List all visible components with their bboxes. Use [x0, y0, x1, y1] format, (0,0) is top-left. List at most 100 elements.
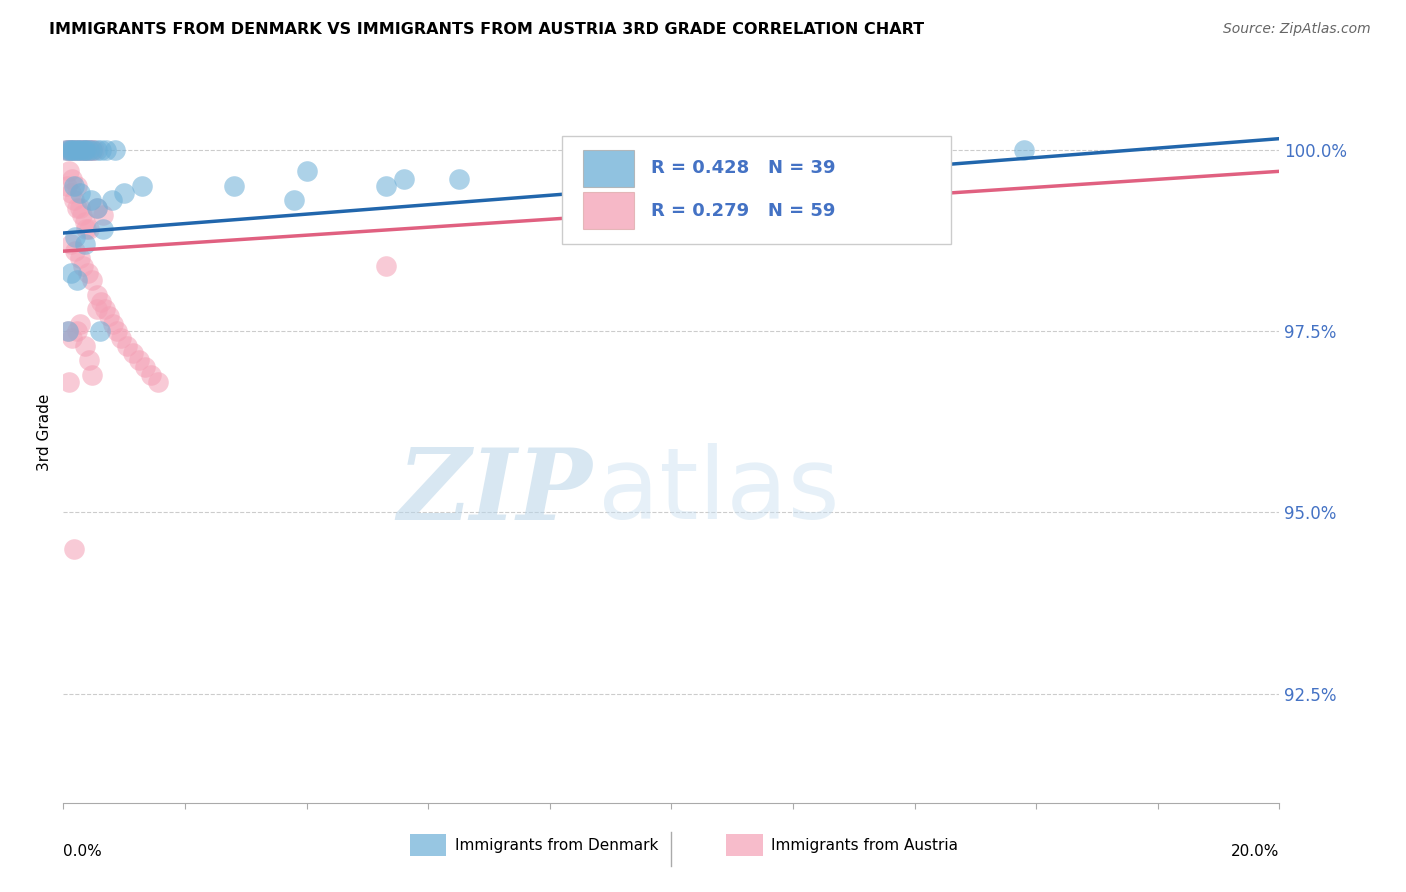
Point — [69, 201, 91, 215]
Point — [141, 368, 163, 382]
FancyBboxPatch shape — [725, 834, 762, 856]
Point — [86, 201, 108, 215]
Point — [70, 143, 93, 157]
Point — [101, 194, 124, 208]
Point — [72, 259, 94, 273]
Point — [58, 375, 80, 389]
Point — [83, 143, 105, 157]
Point — [222, 178, 245, 193]
Point — [75, 143, 97, 157]
Point — [56, 324, 79, 338]
Point — [73, 236, 96, 251]
Point — [58, 143, 80, 157]
Point — [283, 194, 305, 208]
Point — [60, 171, 83, 186]
Point — [70, 208, 93, 222]
Point — [58, 143, 80, 157]
Point — [77, 353, 100, 368]
Point — [77, 143, 100, 157]
Point — [62, 541, 84, 556]
Text: IMMIGRANTS FROM DENMARK VS IMMIGRANTS FROM AUSTRIA 3RD GRADE CORRELATION CHART: IMMIGRANTS FROM DENMARK VS IMMIGRANTS FR… — [49, 22, 924, 37]
Point — [60, 236, 83, 251]
Point — [59, 266, 82, 280]
Point — [131, 178, 153, 193]
Point — [91, 222, 114, 236]
Point — [1012, 143, 1035, 157]
Point — [105, 324, 128, 338]
Point — [79, 143, 101, 157]
FancyBboxPatch shape — [562, 136, 950, 244]
Point — [86, 201, 108, 215]
Point — [80, 273, 103, 287]
Point — [569, 157, 592, 171]
Point — [69, 252, 91, 266]
Point — [101, 317, 124, 331]
Point — [295, 164, 318, 178]
Point — [63, 143, 86, 157]
Point — [66, 143, 89, 157]
Point — [93, 302, 115, 317]
Point — [56, 143, 79, 157]
Point — [75, 143, 97, 157]
Point — [63, 143, 86, 157]
Point — [146, 375, 169, 389]
Point — [69, 143, 91, 157]
Point — [62, 143, 84, 157]
Point — [55, 143, 77, 157]
Text: R = 0.428   N = 39: R = 0.428 N = 39 — [651, 160, 835, 178]
Text: ZIP: ZIP — [398, 443, 592, 540]
Point — [56, 178, 79, 193]
Point — [104, 143, 127, 157]
Point — [69, 143, 91, 157]
Point — [75, 215, 97, 229]
Point — [73, 338, 96, 352]
Point — [77, 222, 100, 236]
Point — [73, 143, 96, 157]
Point — [97, 310, 120, 324]
Point — [374, 178, 396, 193]
Point — [59, 186, 82, 200]
Point — [69, 317, 91, 331]
Point — [90, 143, 112, 157]
Point — [79, 194, 101, 208]
Point — [56, 324, 79, 338]
Text: 0.0%: 0.0% — [63, 844, 103, 858]
Point — [65, 229, 87, 244]
Point — [91, 208, 114, 222]
Point — [62, 194, 84, 208]
Point — [86, 287, 108, 301]
Point — [110, 331, 132, 345]
Point — [76, 266, 98, 280]
Point — [66, 273, 89, 287]
Point — [66, 178, 89, 193]
Point — [80, 143, 103, 157]
Point — [447, 171, 470, 186]
Point — [77, 143, 100, 157]
Point — [66, 324, 89, 338]
Point — [66, 143, 89, 157]
FancyBboxPatch shape — [582, 150, 634, 186]
Point — [115, 338, 138, 352]
Text: Immigrants from Austria: Immigrants from Austria — [770, 838, 957, 853]
FancyBboxPatch shape — [582, 192, 634, 229]
Point — [94, 143, 117, 157]
Point — [86, 302, 108, 317]
Point — [122, 345, 145, 359]
Point — [112, 186, 135, 200]
Text: 20.0%: 20.0% — [1232, 844, 1279, 858]
Point — [55, 143, 77, 157]
Point — [69, 186, 91, 200]
Text: Source: ZipAtlas.com: Source: ZipAtlas.com — [1223, 22, 1371, 37]
Point — [60, 331, 83, 345]
Text: R = 0.279   N = 59: R = 0.279 N = 59 — [651, 202, 835, 219]
Point — [67, 143, 90, 157]
Point — [60, 143, 83, 157]
Point — [82, 368, 104, 382]
Point — [89, 324, 111, 338]
Point — [392, 171, 415, 186]
Point — [73, 143, 96, 157]
Y-axis label: 3rd Grade: 3rd Grade — [37, 394, 52, 471]
Point — [86, 143, 108, 157]
Point — [63, 178, 86, 193]
Point — [374, 259, 396, 273]
